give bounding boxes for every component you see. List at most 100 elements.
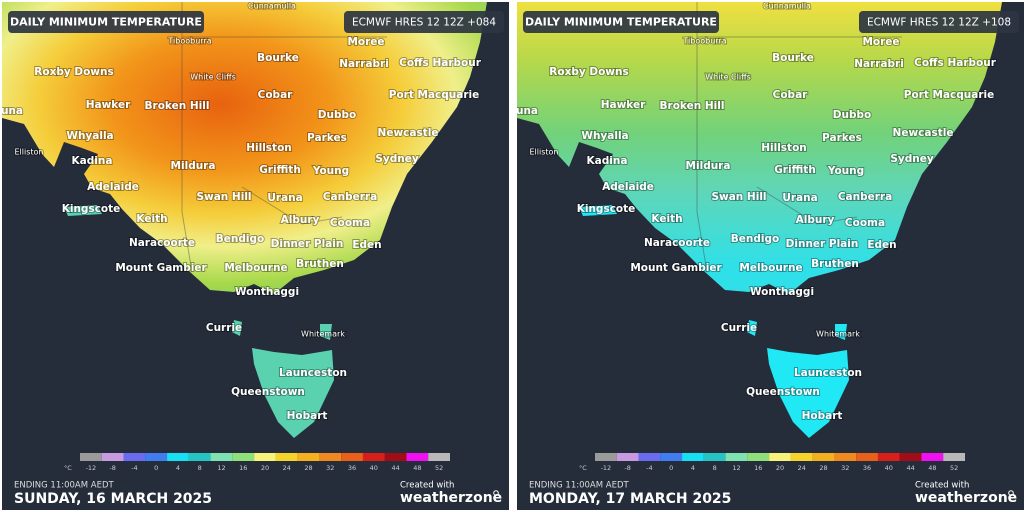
place-label: Mildura (171, 160, 216, 172)
place-label: Swan Hill (711, 191, 766, 203)
place-label: Urana (267, 192, 302, 204)
place-label: Whitemark (301, 330, 345, 339)
place-label: Hillston (761, 142, 807, 154)
legend-swatch (682, 453, 704, 461)
place-label: Bourke (772, 52, 814, 64)
place-label: Hillston (246, 142, 292, 154)
legend-unit: °C (579, 464, 587, 472)
model-box (344, 11, 504, 33)
place-label: White Cliffs (190, 73, 236, 82)
place-label: Parkes (822, 132, 862, 144)
legend-swatch (921, 453, 944, 461)
place-label: Young (827, 165, 864, 177)
place-label: Narrabri (854, 58, 904, 70)
state-border (181, 2, 387, 273)
legend-tick: 24 (283, 464, 291, 472)
date-label: MONDAY, 17 MARCH 2025 (529, 491, 731, 507)
place-label: Hobart (802, 410, 843, 422)
place-label: Coffs Harbour (914, 57, 997, 69)
place-label: Cobar (258, 89, 294, 101)
legend-swatch (101, 453, 124, 461)
legend-tick: 40 (885, 464, 893, 472)
legend-swatch (725, 453, 748, 461)
place-label: Whyalla (66, 130, 113, 142)
legend-swatch (899, 453, 922, 461)
model-label: ECMWF HRES 12 12Z +108 (867, 17, 1011, 29)
place-label: Whitemark (816, 330, 860, 339)
place-label: Currie (721, 322, 757, 334)
place-label: Port Macquarie (389, 89, 480, 101)
island (579, 205, 617, 216)
place-label: Tibooburra (682, 37, 726, 46)
place-label: Urana (782, 192, 817, 204)
place-label: Mount Gambier (630, 262, 722, 274)
ending-label: ENDING 11:00AM AEDT (14, 481, 115, 491)
legend-tick: 44 (906, 464, 914, 472)
legend-swatch (123, 453, 146, 461)
legend-swatch (595, 453, 617, 461)
place-label: Bendigo (731, 233, 779, 245)
legend-swatch (145, 453, 168, 461)
place-label: Newcastle (893, 127, 954, 139)
place-label: Dinner Plain (271, 238, 344, 250)
place-label: Bendigo (216, 233, 264, 245)
place-label: Sydney (375, 153, 419, 165)
island (747, 320, 757, 336)
brand-logo: weatherzone (915, 490, 1017, 506)
legend-swatch (80, 453, 102, 461)
legend-tick: 4 (176, 464, 180, 472)
place-label: Swan Hill (196, 191, 251, 203)
legend-unit: °C (64, 464, 72, 472)
credit-label: Created with (400, 481, 454, 491)
place-label: Eden (867, 239, 896, 251)
legend-swatch (297, 453, 320, 461)
tasmania (767, 348, 849, 438)
place-label: Narrabri (339, 58, 389, 70)
legend-tick: -8 (109, 464, 115, 472)
legend-swatch (362, 453, 385, 461)
place-label: Keith (136, 213, 167, 225)
place-label: Keith (651, 213, 682, 225)
place-label: Albury (281, 214, 320, 226)
place-label: una (516, 105, 538, 117)
legend-swatch (703, 453, 726, 461)
place-label: Elliston (530, 148, 559, 157)
place-label: Wonthaggi (750, 286, 814, 298)
place-label: Port Macquarie (904, 89, 995, 101)
place-label: Elliston (15, 148, 44, 157)
legend-swatch (275, 453, 298, 461)
map-title: DAILY MINIMUM TEMPERATURE (10, 16, 202, 29)
place-label: Kingscote (62, 203, 121, 215)
legend-swatch (812, 453, 835, 461)
place-label: Broken Hill (660, 100, 725, 112)
legend-swatch (232, 453, 255, 461)
brand-logo: weatherzone (400, 490, 502, 506)
island (835, 324, 847, 340)
legend-swatch (856, 453, 878, 461)
place-label: Tibooburra (167, 37, 211, 46)
legend-tick: 4 (691, 464, 695, 472)
place-label: Griffith (774, 164, 816, 176)
place-label: Hobart (287, 410, 328, 422)
place-label: Bruthen (811, 258, 859, 270)
legend-tick: -12 (86, 464, 97, 472)
model-box (859, 11, 1019, 33)
place-label: Mildura (686, 160, 731, 172)
place-label: Roxby Downs (34, 66, 113, 78)
legend-tick: -4 (131, 464, 137, 472)
place-label: Whyalla (581, 130, 628, 142)
place-label: Cobar (773, 89, 809, 101)
legend-swatch (660, 453, 683, 461)
place-label: Melbourne (739, 262, 802, 274)
map-panel: Cunnamulla Tibooburra Moree Roxby Downs Whit… (2, 2, 509, 510)
place-label: Broken Hill (145, 100, 210, 112)
island (320, 324, 332, 340)
legend-swatch (254, 453, 276, 461)
place-label: Melbourne (224, 262, 287, 274)
place-label: Moree (347, 36, 384, 48)
brand-dot (493, 490, 499, 496)
place-label: Queenstown (231, 386, 305, 398)
place-label: Canberra (323, 191, 377, 203)
model-label: ECMWF HRES 12 12Z +084 (352, 17, 496, 29)
